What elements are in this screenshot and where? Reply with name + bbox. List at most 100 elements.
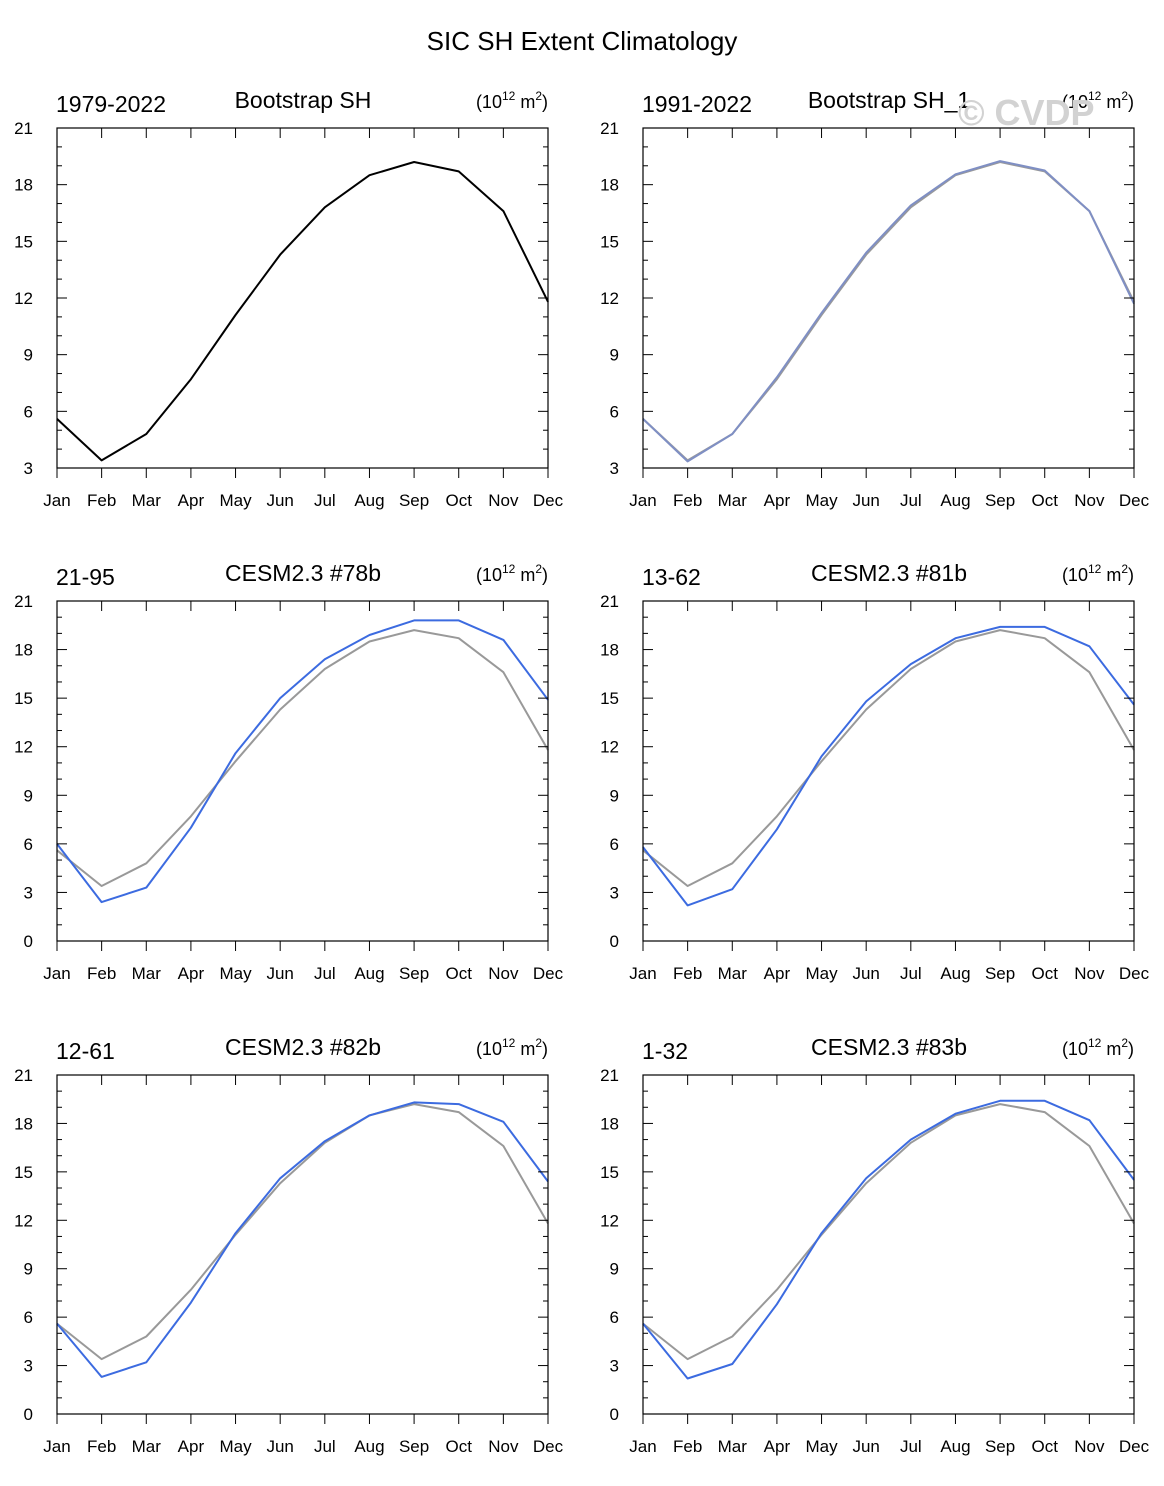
x-tick-label: Dec [1119,491,1150,510]
series-line-reference [56,1103,549,1361]
x-tick-label: Nov [1074,491,1105,510]
y-tick-label: 9 [24,346,33,365]
x-tick-label: Jan [629,964,656,983]
y-tick-label: 21 [14,119,33,138]
series-line-model [642,1099,1135,1380]
x-tick-label: Aug [940,964,970,983]
y-tick-label: 3 [24,1357,33,1376]
panel-period-label: 1991-2022 [642,91,752,117]
x-tick-label: Feb [87,1437,116,1456]
y-tick-label: 21 [600,592,619,611]
panel-units-label: (1012 m2) [1062,562,1134,585]
x-tick-label: Apr [178,1437,205,1456]
series-line-model [642,625,1135,907]
x-tick-label: Jun [266,964,293,983]
panel-dataset-label: CESM2.3 #81b [811,560,967,586]
plot-frame [642,600,1135,942]
y-tick-label: 18 [14,641,33,660]
panel-units-label: (1012 m2) [476,562,548,585]
y-tick-label: 15 [600,689,619,708]
panel-units-label: (1012 m2) [1062,1036,1134,1059]
y-tick-label: 9 [24,1260,33,1279]
y-tick-label: 0 [24,932,33,951]
plot-frame [56,1074,549,1415]
x-tick-label: Jan [43,1437,70,1456]
panel-6: 1-32 CESM2.3 #83b (1012 m2) 0 3 6 9 12 15 18 21 Jan… [600,1034,1150,1456]
y-tick-label: 15 [600,232,619,251]
x-tick-label: Aug [354,964,384,983]
x-tick-label: Sep [399,1437,429,1456]
x-tick-label: Nov [488,491,519,510]
panel-5: 12-61 CESM2.3 #82b (1012 m2) 0 3 6 9 12 15 18 21 Ja… [14,1034,564,1456]
panel-period-label: 12-61 [56,1038,115,1064]
x-tick-label: Jul [314,491,336,510]
x-tick-label: Feb [673,964,702,983]
x-tick-label: Oct [1032,491,1059,510]
x-tick-label: Sep [399,964,429,983]
y-tick-label: 12 [14,1211,33,1230]
y-tick-label: 15 [14,689,33,708]
y-tick-label: 18 [600,1114,619,1133]
x-tick-label: May [805,964,838,983]
panel-dataset-label: CESM2.3 #82b [225,1034,381,1060]
x-tick-label: Aug [354,1437,384,1456]
y-tick-label: 6 [610,1308,619,1327]
x-tick-label: Jun [266,1437,293,1456]
x-tick-label: Mar [132,1437,162,1456]
plot-frame [56,600,549,942]
y-tick-label: 21 [600,1066,619,1085]
y-tick-label: 18 [14,176,33,195]
x-tick-label: Jun [852,1437,879,1456]
x-tick-label: Oct [1032,1437,1059,1456]
y-tick-label: 21 [600,119,619,138]
series-line-model_muted [642,160,1135,463]
x-tick-label: May [219,964,252,983]
y-tick-label: 21 [14,1066,33,1085]
y-tick-label: 6 [24,402,33,421]
x-tick-label: Nov [488,1437,519,1456]
y-tick-label: 3 [24,883,33,902]
y-tick-label: 3 [24,459,33,478]
x-tick-label: Sep [985,964,1015,983]
x-tick-label: Mar [718,491,748,510]
plot-frame [642,1074,1135,1415]
x-tick-label: Jan [629,491,656,510]
panel-1: 1979-2022 Bootstrap SH (1012 m2) 3 6 9 12 15 18 2… [14,87,564,510]
x-tick-label: Apr [764,491,791,510]
y-tick-label: 12 [600,738,619,757]
x-tick-label: Mar [718,964,748,983]
panel-units-label: (1012 m2) [1062,89,1134,112]
x-tick-label: Jan [43,964,70,983]
y-tick-label: 3 [610,883,619,902]
series-line-observed [56,161,549,462]
y-tick-label: 21 [14,592,33,611]
y-tick-label: 15 [14,232,33,251]
y-tick-label: 12 [600,1211,619,1230]
panel-dataset-label: Bootstrap SH [235,87,372,113]
series-line-model [56,619,549,904]
x-tick-label: Dec [1119,964,1150,983]
series-line-reference [56,629,549,887]
x-tick-label: Apr [178,491,205,510]
panel-units-label: (1012 m2) [476,89,548,112]
y-tick-label: 6 [24,835,33,854]
x-tick-label: Mar [132,491,162,510]
y-tick-label: 18 [600,176,619,195]
watermark: © CVDP [958,92,1095,133]
panel-period-label: 1979-2022 [56,91,166,117]
panel-dataset-label: CESM2.3 #78b [225,560,381,586]
x-tick-label: May [219,491,252,510]
x-tick-label: Oct [446,964,473,983]
x-tick-label: Feb [673,491,702,510]
series-line-reference [642,1103,1135,1361]
x-tick-label: Feb [87,491,116,510]
y-tick-label: 12 [600,289,619,308]
x-tick-label: Apr [764,964,791,983]
x-tick-label: Aug [354,491,384,510]
x-tick-label: Apr [178,964,205,983]
y-tick-label: 9 [610,1260,619,1279]
x-tick-label: Dec [533,964,564,983]
figure-title: SIC SH Extent Climatology [426,26,738,56]
y-tick-label: 15 [600,1163,619,1182]
x-tick-label: Sep [985,1437,1015,1456]
